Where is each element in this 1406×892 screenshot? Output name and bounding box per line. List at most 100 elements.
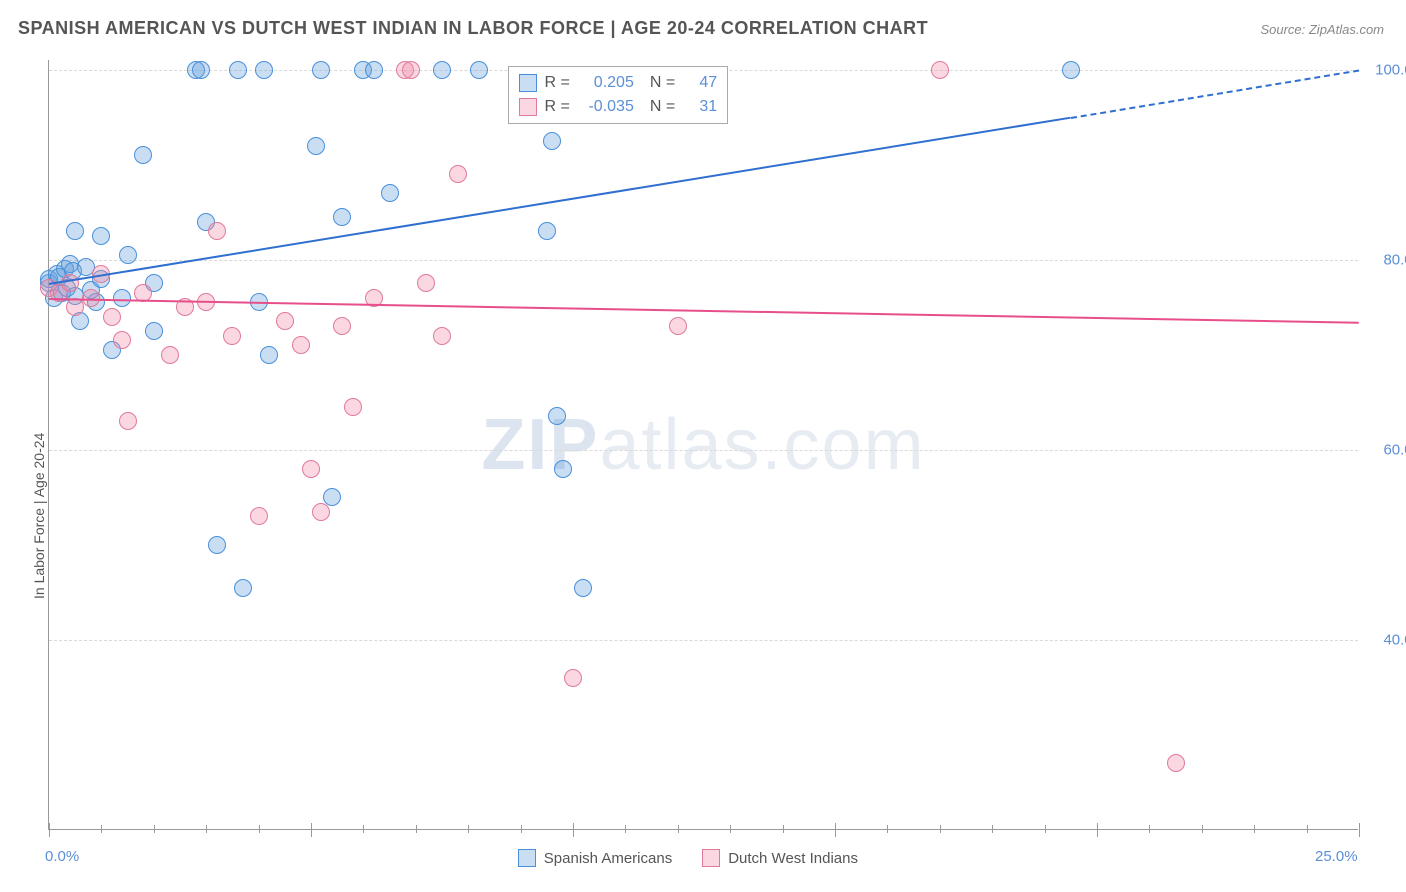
legend-stat-row: R = 0.205 N = 47 [519, 71, 718, 95]
trend-line [1071, 70, 1360, 120]
data-point [344, 398, 362, 416]
data-point [931, 61, 949, 79]
data-point [119, 246, 137, 264]
x-tick [992, 825, 993, 833]
data-point [92, 227, 110, 245]
legend-n-value: 47 [683, 71, 717, 95]
y-tick-label: 60.0% [1366, 441, 1406, 458]
x-tick [206, 825, 207, 833]
data-point [103, 308, 121, 326]
legend-bottom: Spanish Americans Dutch West Indians [518, 849, 858, 867]
legend-swatch [519, 74, 537, 92]
data-point [161, 346, 179, 364]
legend-item: Spanish Americans [518, 849, 672, 867]
x-tick [259, 825, 260, 833]
data-point [1062, 61, 1080, 79]
x-tick [1359, 823, 1360, 837]
x-tick [49, 823, 50, 837]
legend-swatch [518, 849, 536, 867]
legend-n-label: N = [650, 71, 675, 95]
data-point [433, 61, 451, 79]
legend-item: Dutch West Indians [702, 849, 858, 867]
source-label: Source: ZipAtlas.com [1260, 22, 1384, 37]
gridline [49, 260, 1358, 261]
trend-line [49, 298, 1359, 324]
data-point [449, 165, 467, 183]
y-tick-label: 100.0% [1366, 61, 1406, 78]
data-point [66, 298, 84, 316]
data-point [61, 274, 79, 292]
x-tick [154, 825, 155, 833]
legend-item-label: Dutch West Indians [728, 850, 858, 867]
data-point [119, 412, 137, 430]
data-point [223, 327, 241, 345]
x-tick [730, 825, 731, 833]
plot-area: ZIPatlas.com In Labor Force | Age 20-24 … [48, 60, 1358, 830]
data-point [134, 146, 152, 164]
data-point [113, 331, 131, 349]
watermark-bold: ZIP [481, 405, 599, 485]
data-point [564, 669, 582, 687]
legend-r-value: -0.035 [578, 95, 634, 119]
x-tick [783, 825, 784, 833]
x-tick [835, 823, 836, 837]
y-axis-title: In Labor Force | Age 20-24 [31, 433, 47, 599]
legend-n-label: N = [650, 95, 675, 119]
x-tick [573, 823, 574, 837]
x-tick [1254, 825, 1255, 833]
data-point [554, 460, 572, 478]
gridline [49, 450, 1358, 451]
data-point [333, 317, 351, 335]
x-axis-label-min: 0.0% [45, 848, 79, 865]
x-tick [468, 825, 469, 833]
data-point [548, 407, 566, 425]
data-point [276, 312, 294, 330]
x-tick [678, 825, 679, 833]
chart-title: SPANISH AMERICAN VS DUTCH WEST INDIAN IN… [18, 18, 928, 39]
data-point [470, 61, 488, 79]
data-point [538, 222, 556, 240]
data-point [292, 336, 310, 354]
data-point [82, 289, 100, 307]
x-tick [887, 825, 888, 833]
legend-r-value: 0.205 [578, 71, 634, 95]
x-tick [1307, 825, 1308, 833]
x-tick [940, 825, 941, 833]
data-point [208, 222, 226, 240]
x-tick [101, 825, 102, 833]
data-point [402, 61, 420, 79]
data-point [1167, 754, 1185, 772]
x-tick [625, 825, 626, 833]
legend-swatch [519, 98, 537, 116]
data-point [250, 507, 268, 525]
data-point [145, 322, 163, 340]
x-tick [1097, 823, 1098, 837]
data-point [333, 208, 351, 226]
watermark-light: atlas.com [599, 405, 925, 485]
legend-r-label: R = [545, 95, 570, 119]
legend-item-label: Spanish Americans [544, 850, 672, 867]
legend-r-label: R = [545, 71, 570, 95]
legend-swatch [702, 849, 720, 867]
gridline [49, 640, 1358, 641]
data-point [417, 274, 435, 292]
data-point [234, 579, 252, 597]
data-point [260, 346, 278, 364]
data-point [365, 61, 383, 79]
data-point [66, 222, 84, 240]
data-point [208, 536, 226, 554]
x-tick [1202, 825, 1203, 833]
y-tick-label: 40.0% [1366, 631, 1406, 648]
data-point [192, 61, 210, 79]
x-tick [1149, 825, 1150, 833]
x-axis-label-max: 25.0% [1315, 848, 1358, 865]
y-tick-label: 80.0% [1366, 251, 1406, 268]
legend-top: R = 0.205 N = 47 R = -0.035 N = 31 [508, 66, 729, 124]
legend-n-value: 31 [683, 95, 717, 119]
data-point [113, 289, 131, 307]
x-tick [363, 825, 364, 833]
data-point [307, 137, 325, 155]
legend-stat-row: R = -0.035 N = 31 [519, 95, 718, 119]
data-point [574, 579, 592, 597]
data-point [312, 503, 330, 521]
